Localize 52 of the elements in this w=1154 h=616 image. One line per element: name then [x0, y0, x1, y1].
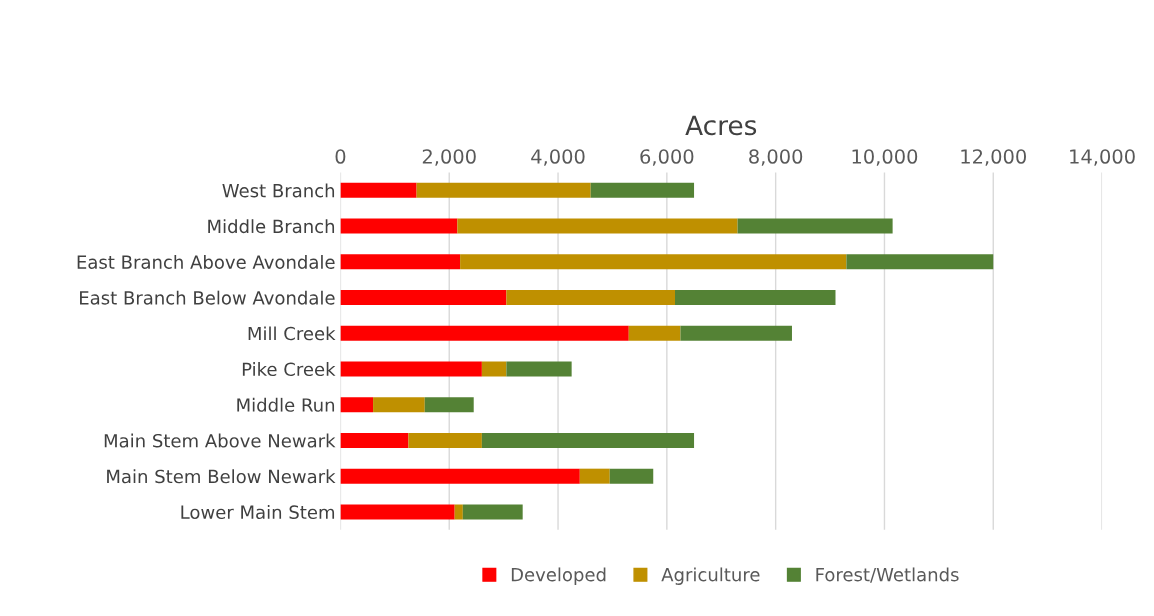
y-tick-label: Main Stem Above Newark [104, 433, 336, 448]
bar [590, 182, 695, 198]
legend-label: Agriculture [661, 567, 760, 585]
y-tick-label: Middle Run [237, 397, 335, 412]
y-tick-label: Middle Branch [208, 219, 335, 234]
x-tick-label: 6,000 [640, 149, 694, 166]
bar [373, 397, 425, 413]
legend-label: Forest/Wetlands [816, 567, 959, 583]
y-tick-label: Main Stem Below Newark [107, 469, 336, 484]
bar [680, 325, 792, 341]
bar [340, 254, 461, 270]
bar [460, 254, 847, 270]
bar [579, 468, 610, 484]
bar [340, 325, 629, 341]
bar [340, 504, 455, 520]
bar [424, 397, 474, 413]
bar [340, 397, 374, 413]
bar [457, 218, 738, 234]
bar [340, 468, 580, 484]
bar [340, 432, 409, 448]
x-tick-label: 10,000 [852, 149, 918, 166]
bar [506, 290, 676, 306]
y-tick-label: Mill Creek [248, 326, 336, 341]
bar [454, 504, 463, 520]
bar [462, 504, 523, 520]
bar [340, 182, 417, 198]
bar [340, 361, 482, 377]
legend-label: Developed [511, 567, 606, 585]
bar [506, 361, 572, 377]
x-tick-label: 4,000 [531, 149, 585, 166]
x-tick-label: 8,000 [749, 149, 803, 166]
x-tick-label: 2,000 [422, 149, 476, 166]
bar [481, 361, 507, 377]
bar [481, 432, 695, 448]
bar [737, 218, 893, 234]
y-tick-label: East Branch Above Avondale [77, 254, 335, 269]
y-tick-label: Pike Creek [242, 362, 336, 377]
x-tick-label: 12,000 [961, 149, 1026, 166]
y-tick-label: East Branch Below Avondale [80, 290, 335, 305]
bar [846, 254, 994, 270]
bar [609, 468, 654, 484]
x-tick-label: 14,000 [1070, 149, 1135, 166]
bar [408, 432, 482, 448]
bar [628, 325, 681, 341]
bar [675, 290, 836, 306]
x-tick-label: 0 [335, 149, 346, 164]
x-axis-title: Acres [685, 115, 757, 136]
bar [340, 218, 458, 234]
y-tick-label: West Branch [222, 183, 335, 198]
bar [340, 290, 507, 306]
bar [416, 182, 591, 198]
y-tick-label: Lower Main Stem [181, 505, 335, 520]
